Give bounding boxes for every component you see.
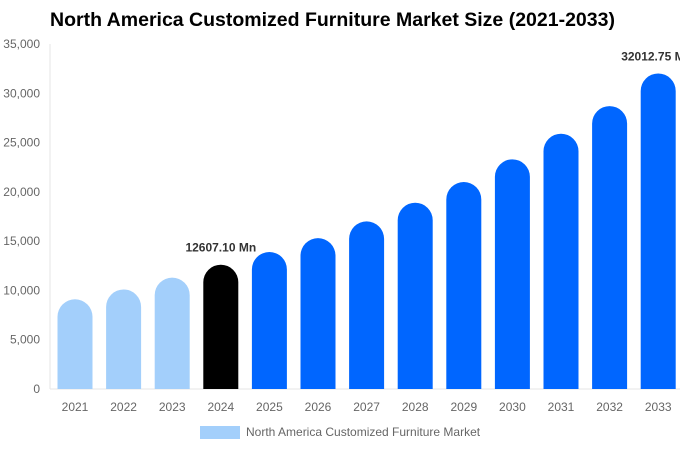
x-tick-label: 2021 [62, 400, 89, 414]
chart-title: North America Customized Furniture Marke… [50, 9, 615, 31]
data-label: 32012.75 Mn [621, 49, 680, 63]
x-tick-label: 2030 [499, 400, 526, 414]
legend-swatch [200, 425, 240, 439]
legend[interactable]: North America Customized Furniture Marke… [200, 425, 480, 439]
bars [57, 73, 676, 390]
data-label: 12607.10 Mn [185, 241, 256, 255]
x-tick-label: 2032 [596, 400, 623, 414]
x-tick-label: 2033 [645, 400, 672, 414]
bar-2028[interactable] [397, 202, 433, 389]
y-tick-label: 25,000 [3, 136, 40, 150]
bar-2033[interactable] [640, 73, 676, 390]
data-labels: 12607.10 Mn 32012.75 Mn [185, 49, 680, 254]
x-tick-label: 2026 [305, 400, 332, 414]
x-tick-label: 2028 [402, 400, 429, 414]
bar-2029[interactable] [446, 182, 482, 389]
y-tick-label: 35,000 [3, 37, 40, 51]
legend-label: North America Customized Furniture Marke… [246, 425, 481, 439]
x-tick-label: 2023 [159, 400, 186, 414]
bar-2031[interactable] [543, 133, 579, 389]
y-tick-label: 0 [33, 382, 40, 396]
y-tick-label: 5,000 [10, 333, 40, 347]
x-tick-label: 2024 [207, 400, 234, 414]
y-tick-label: 10,000 [3, 283, 40, 297]
bar-2032[interactable] [592, 106, 628, 389]
x-tick-label: 2029 [450, 400, 477, 414]
axes: 0 5,000 10,000 15,000 20,000 25,000 30,000 35,0… [3, 37, 680, 414]
bar-2023[interactable] [154, 277, 190, 389]
x-tick-label: 2027 [353, 400, 380, 414]
y-tick-label: 15,000 [3, 234, 40, 248]
bar-2026[interactable] [300, 238, 336, 389]
x-tick-label: 2031 [548, 400, 575, 414]
bar-2027[interactable] [349, 221, 385, 389]
bar-2024[interactable] [203, 264, 239, 389]
bar-2022[interactable] [106, 289, 142, 389]
x-tick-label: 2025 [256, 400, 283, 414]
bar-2021[interactable] [57, 299, 93, 389]
y-tick-label: 30,000 [3, 86, 40, 100]
y-tick-label: 20,000 [3, 185, 40, 199]
x-tick-label: 2022 [110, 400, 137, 414]
bar-2025[interactable] [251, 251, 287, 389]
bar-2030[interactable] [494, 159, 530, 389]
